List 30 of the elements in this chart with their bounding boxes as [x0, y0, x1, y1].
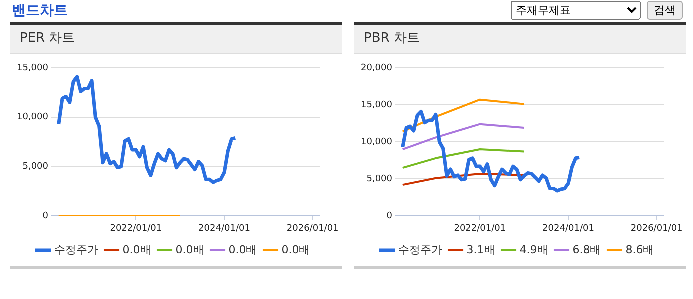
y-tick-label: 15,000 — [16, 63, 49, 74]
text: 밴드차트 — [12, 2, 68, 20]
legend-label: 3.1배 — [466, 243, 496, 256]
legend-label: 4.9배 — [520, 243, 548, 256]
legend-label: 6.8배 — [572, 243, 602, 256]
y-tick-label: 15,000 — [360, 100, 393, 110]
legend-label: 수정주가 — [398, 243, 442, 256]
y-tick-label: 5,000 — [22, 162, 49, 172]
y-tick-label: 5,000 — [366, 174, 393, 184]
y-tick-label: 10,000 — [360, 137, 393, 148]
x-tick-label: 2022/01/01 — [454, 224, 506, 234]
legend-label: 8.6배 — [626, 243, 654, 256]
legend-label: 0.0배 — [122, 243, 152, 256]
legend-label: 0.0배 — [228, 243, 258, 256]
text: 주재무제표 — [511, 1, 641, 20]
legend-label: 0.0배 — [176, 243, 204, 256]
text: 검색 — [647, 1, 683, 20]
chart-title: PBR 차트 — [354, 25, 686, 54]
x-tick-label: 2022/01/01 — [110, 224, 162, 234]
y-tick-label: 0 — [42, 212, 49, 222]
y-tick-label: 10,000 — [16, 112, 49, 123]
legend-label: 0.0배 — [282, 243, 310, 256]
x-tick-label: 2026/01/01 — [286, 224, 339, 234]
x-tick-label: 2024/01/01 — [198, 224, 250, 234]
chart-title: PER 차트 — [10, 25, 342, 54]
x-tick-label: 2026/01/01 — [630, 224, 683, 234]
legend-label: 수정주가 — [54, 243, 98, 256]
x-tick-label: 2024/01/01 — [542, 224, 594, 234]
y-tick-label: 0 — [386, 212, 393, 222]
y-tick-label: 20,000 — [360, 63, 393, 74]
